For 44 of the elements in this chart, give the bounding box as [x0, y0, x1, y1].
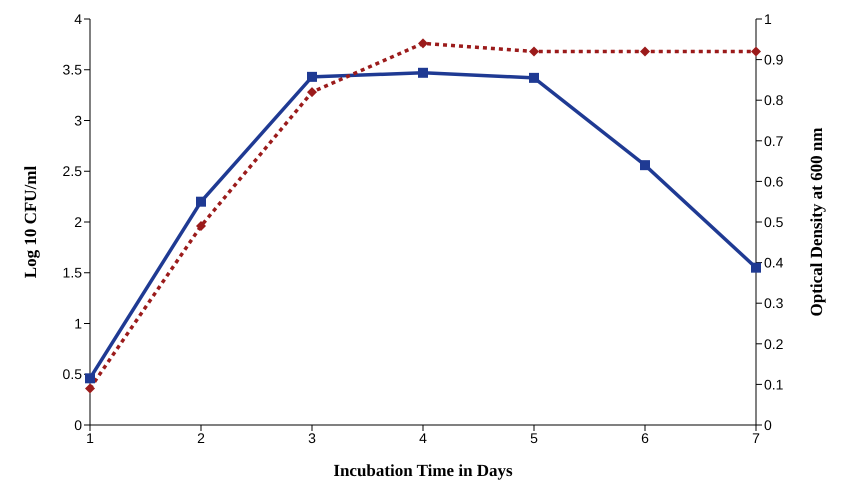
x-tick-label: 4: [419, 430, 428, 446]
y2-tick-label: 0.4: [764, 254, 784, 271]
y2-tick-label: 0.9: [764, 52, 784, 68]
y-tick-label: 1.5: [62, 264, 82, 281]
x-tick-label: 5: [530, 430, 538, 446]
y2-tick-label: 0.7: [764, 132, 784, 149]
x-tick-label: 3: [308, 430, 316, 446]
y-axis-title: Log 10 CFU/ml: [21, 166, 40, 278]
point: [751, 262, 761, 273]
y2-tick-label: 0.5: [764, 214, 784, 230]
point: [307, 72, 317, 82]
y2-tick-label: 0.3: [764, 295, 784, 312]
y-tick-label: 1: [74, 315, 82, 332]
y2-tick-label: 0.6: [764, 173, 784, 190]
point: [529, 46, 539, 56]
y2-tick-label: 0.2: [764, 336, 784, 352]
x-tick-label: 7: [752, 430, 760, 446]
y-tick-label: 4: [74, 10, 82, 27]
point: [307, 87, 317, 98]
point: [85, 373, 95, 384]
point: [529, 72, 539, 83]
x-tick-label: 6: [641, 430, 650, 446]
x-axis-title: Incubation Time in Days: [333, 461, 514, 480]
point: [85, 383, 95, 394]
x-tick-label: 2: [197, 430, 206, 446]
y-tick-label: 0.5: [62, 366, 82, 382]
y2-tick-label: 0: [764, 416, 772, 433]
y2-tick-label: 0.8: [764, 92, 784, 108]
point: [196, 221, 206, 232]
point: [640, 46, 650, 56]
point: [418, 68, 428, 78]
y-tick-label: 3.5: [62, 62, 82, 78]
y-tick-label: 2.5: [62, 163, 82, 180]
point: [751, 46, 761, 56]
y-tick-label: 3: [74, 112, 82, 128]
y-tick-label: 2: [74, 214, 82, 230]
x-tick-label: 1: [86, 430, 94, 446]
y2-axis-title: Optical Density at 600 nm: [807, 128, 826, 316]
point: [418, 38, 428, 48]
y2-tick-label: 1: [764, 10, 772, 27]
y-tick-label: 0: [74, 416, 82, 433]
point: [640, 160, 650, 170]
point: [196, 196, 206, 207]
y2-tick-label: 0.1: [764, 376, 784, 392]
